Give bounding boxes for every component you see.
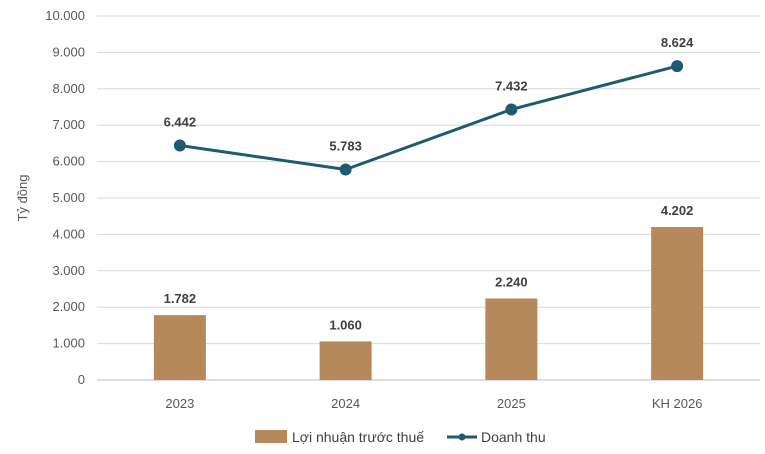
- line-data-label: 8.624: [661, 35, 694, 50]
- x-tick-label: 2023: [165, 396, 194, 411]
- gridlines: [97, 15, 760, 381]
- x-axis-ticks: 2023 2024 2025 KH 2026: [165, 396, 702, 411]
- line-point: [671, 60, 684, 73]
- bar-data-label: 4.202: [661, 203, 694, 218]
- y-tick-label: 4.000: [52, 226, 85, 241]
- bar: [153, 315, 206, 380]
- legend-label-bar: Lợi nhuận trước thuế: [292, 429, 424, 445]
- y-tick-label: 0: [78, 372, 85, 387]
- legend-label-line: Doanh thu: [481, 429, 546, 445]
- y-tick-label: 7.000: [52, 117, 85, 132]
- legend: Lợi nhuận trước thuế Doanh thu: [255, 429, 546, 445]
- legend-swatch-bar: [255, 430, 287, 443]
- bar: [485, 298, 538, 380]
- line-data-label: 5.783: [329, 138, 362, 153]
- y-tick-label: 5.000: [52, 190, 85, 205]
- line-data-label: 7.432: [495, 78, 528, 93]
- y-tick-label: 9.000: [52, 44, 85, 59]
- y-tick-label: 10.000: [45, 8, 85, 23]
- y-tick-label: 3.000: [52, 263, 85, 278]
- bar: [319, 341, 372, 380]
- line-point: [505, 103, 518, 116]
- x-tick-label: 2024: [331, 396, 360, 411]
- x-tick-label: 2025: [497, 396, 526, 411]
- y-axis-label: Tỷ đồng: [15, 175, 30, 222]
- bar-data-label: 1.782: [164, 291, 197, 306]
- y-axis-ticks: 0 1.000 2.000 3.000 4.000 5.000 6.000 7.000 8.00…: [45, 8, 85, 387]
- line-series: 6.442 5.783 7.432 8.624: [164, 35, 694, 176]
- line-data-label: 6.442: [164, 115, 197, 130]
- y-tick-label: 2.000: [52, 299, 85, 314]
- y-tick-label: 6.000: [52, 154, 85, 169]
- bar-series: 1.782 1.060 2.240 4.202: [153, 203, 704, 380]
- legend-swatch-marker: [458, 433, 466, 441]
- bar-data-label: 1.060: [329, 317, 362, 332]
- line-point: [173, 139, 186, 152]
- y-tick-label: 8.000: [52, 81, 85, 96]
- revenue-line: [179, 64, 678, 171]
- bar-data-label: 2.240: [495, 274, 528, 289]
- bar: [651, 227, 704, 380]
- y-tick-label: 1.000: [52, 336, 85, 351]
- x-tick-label: KH 2026: [652, 396, 703, 411]
- line-point: [339, 163, 352, 176]
